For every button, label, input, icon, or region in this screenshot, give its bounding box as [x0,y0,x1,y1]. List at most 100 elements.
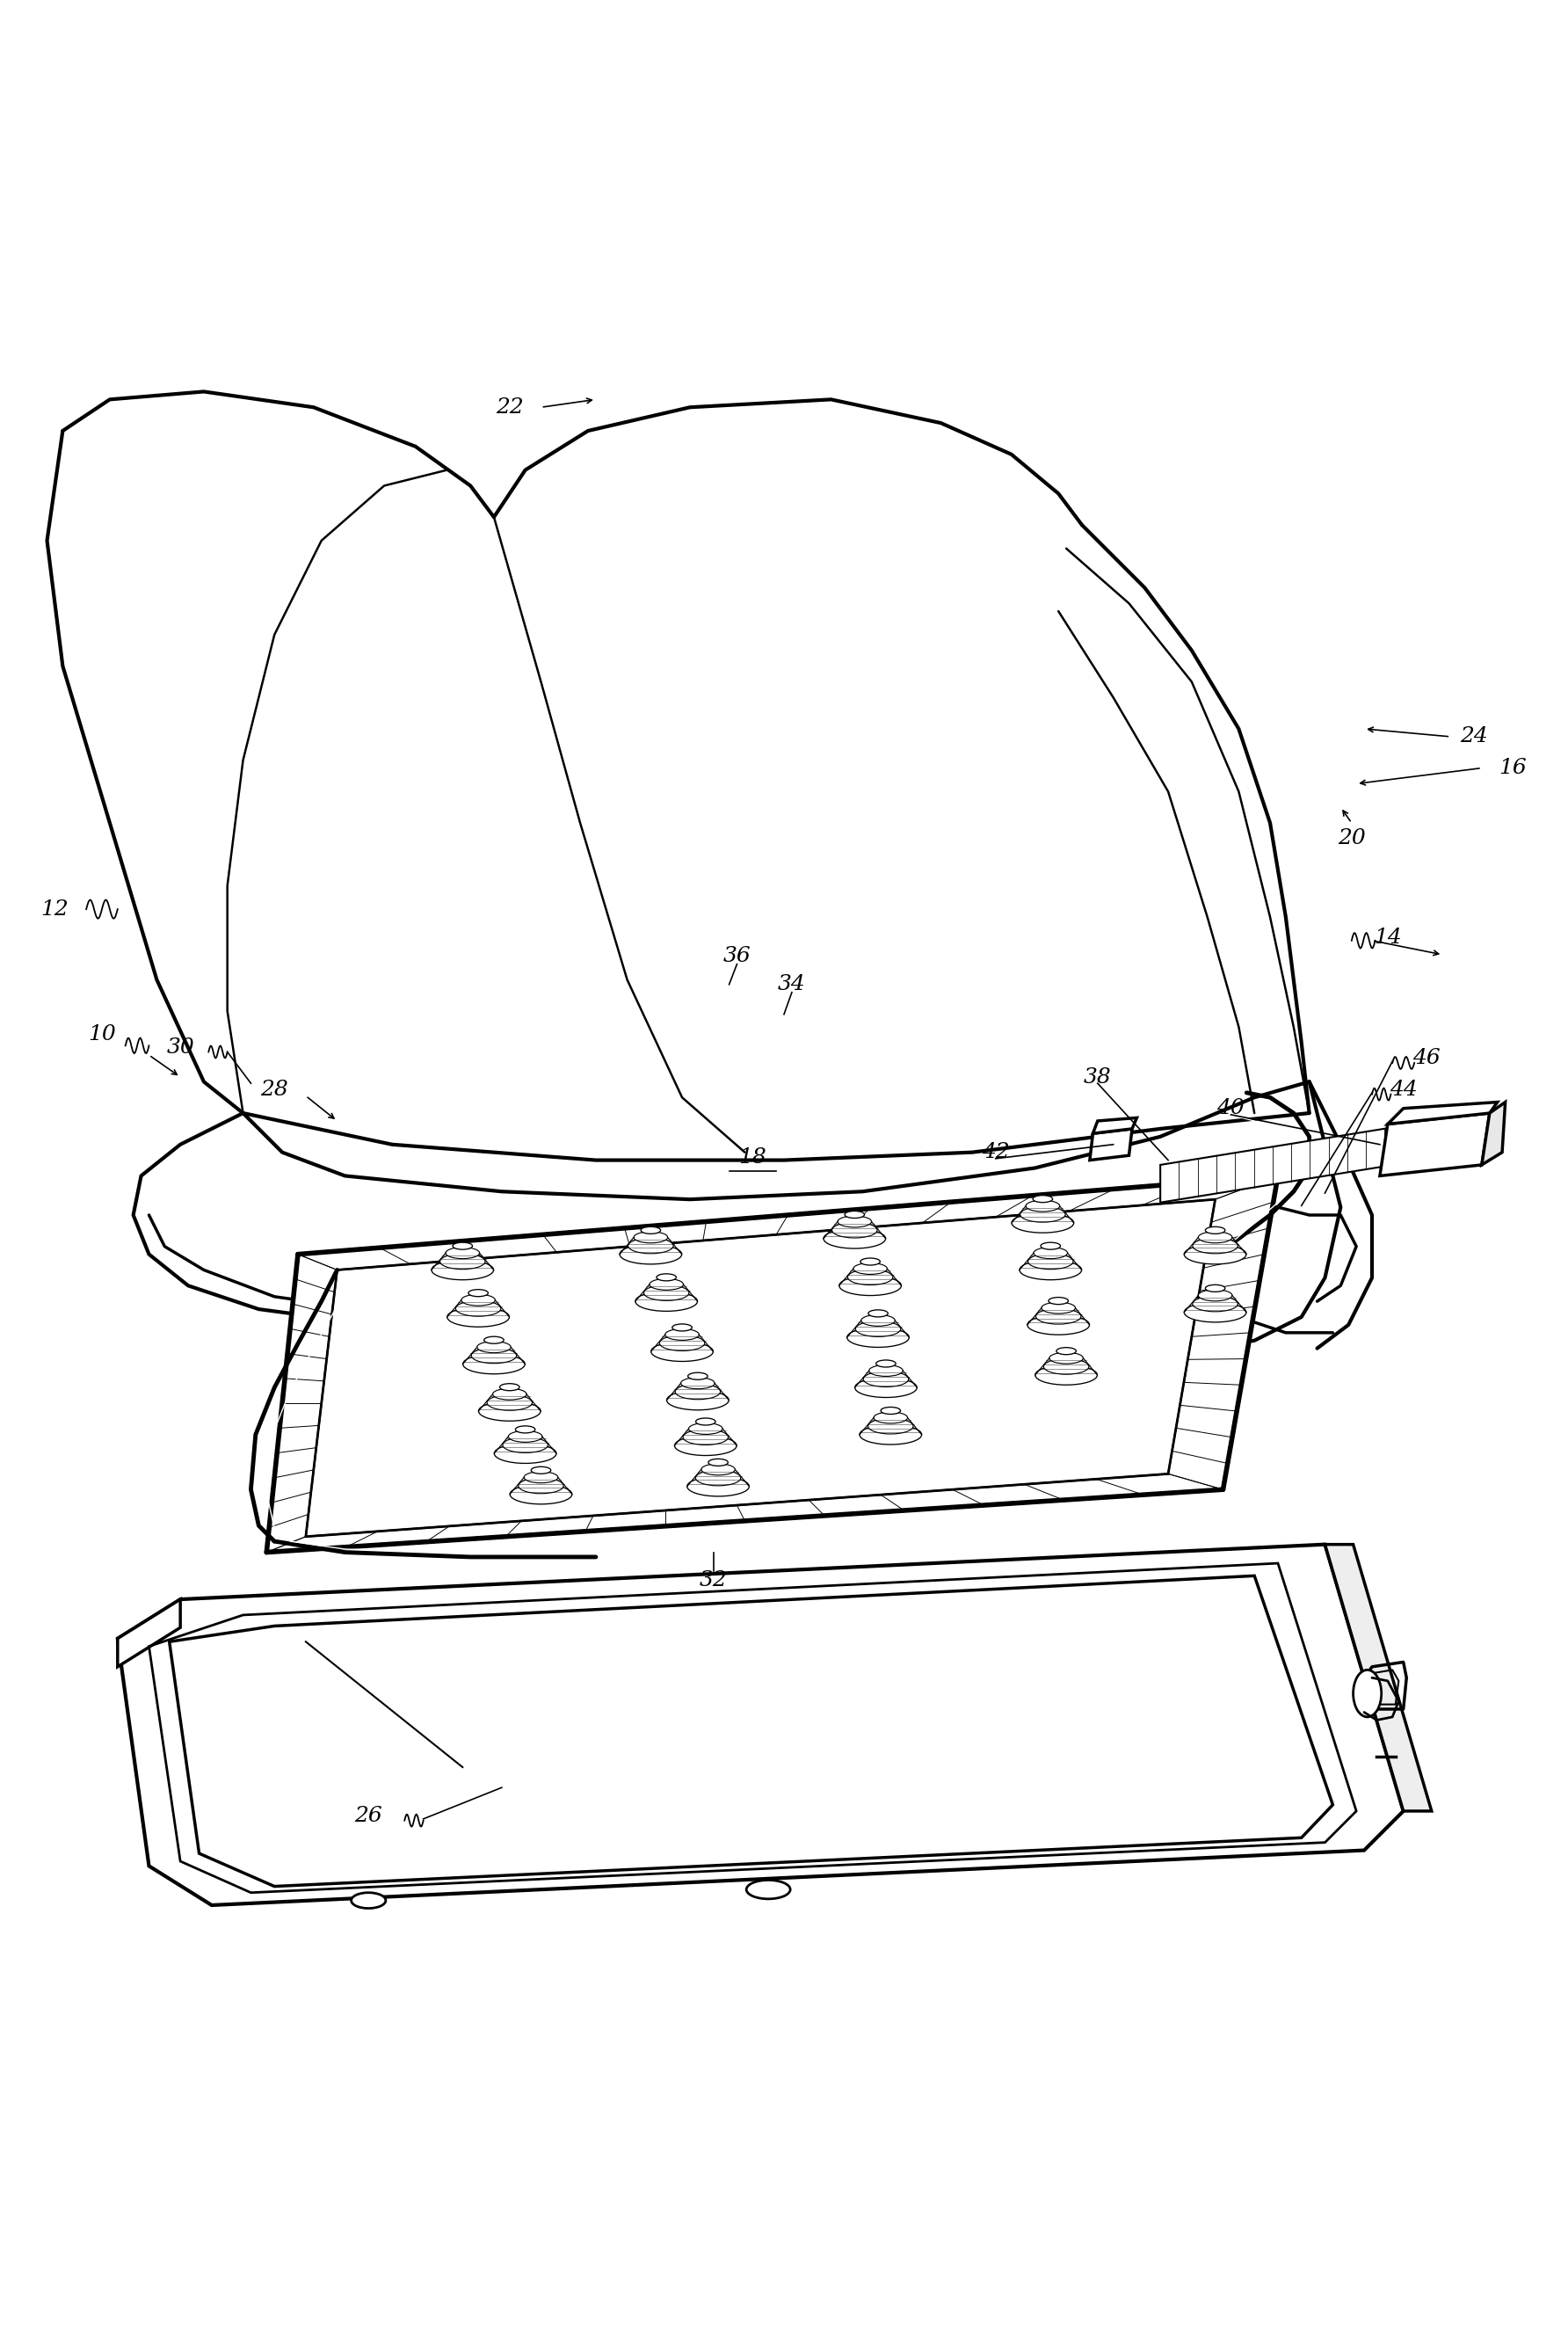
Text: 14: 14 [1374,927,1402,948]
Ellipse shape [684,1430,728,1446]
Ellipse shape [485,1336,503,1343]
Ellipse shape [508,1432,543,1441]
Ellipse shape [859,1425,922,1444]
Ellipse shape [651,1341,713,1362]
Ellipse shape [701,1465,735,1474]
Ellipse shape [503,1437,547,1453]
Ellipse shape [657,1273,676,1280]
Ellipse shape [431,1259,494,1280]
Text: 22: 22 [495,397,524,418]
Ellipse shape [649,1278,684,1289]
Ellipse shape [351,1892,386,1909]
Ellipse shape [445,1247,480,1259]
Ellipse shape [456,1301,500,1315]
Ellipse shape [447,1308,510,1327]
Ellipse shape [1184,1245,1247,1264]
Ellipse shape [519,1479,563,1493]
Ellipse shape [873,1411,908,1423]
Ellipse shape [1019,1259,1082,1280]
Text: 44: 44 [1389,1079,1417,1100]
Ellipse shape [1033,1196,1052,1203]
Text: 42: 42 [982,1142,1010,1163]
Ellipse shape [441,1254,485,1268]
Ellipse shape [869,1364,903,1376]
Ellipse shape [660,1336,704,1350]
Polygon shape [1093,1119,1137,1133]
Ellipse shape [644,1285,688,1301]
Ellipse shape [856,1322,900,1336]
Ellipse shape [1027,1315,1090,1334]
Ellipse shape [688,1423,723,1434]
Polygon shape [1388,1103,1497,1124]
Ellipse shape [1353,1670,1381,1717]
Text: 12: 12 [41,899,69,920]
Polygon shape [1380,1112,1490,1175]
Ellipse shape [1049,1296,1068,1303]
Ellipse shape [687,1476,750,1497]
Ellipse shape [494,1444,557,1462]
Ellipse shape [461,1294,495,1306]
Ellipse shape [666,1390,729,1411]
Polygon shape [1160,1126,1403,1203]
Ellipse shape [688,1374,707,1381]
Ellipse shape [1035,1364,1098,1385]
Ellipse shape [869,1310,887,1318]
Ellipse shape [1029,1254,1073,1268]
Text: 40: 40 [1217,1098,1245,1119]
Ellipse shape [1193,1296,1237,1310]
Ellipse shape [463,1355,525,1374]
Ellipse shape [1193,1238,1237,1254]
Ellipse shape [877,1360,895,1367]
Ellipse shape [864,1371,908,1388]
Text: 28: 28 [260,1079,289,1100]
Ellipse shape [855,1378,917,1397]
Ellipse shape [861,1259,880,1266]
Ellipse shape [837,1217,872,1226]
Ellipse shape [516,1425,535,1432]
Polygon shape [118,1600,180,1668]
Text: 24: 24 [1460,726,1488,748]
Ellipse shape [1057,1348,1076,1355]
Text: 26: 26 [354,1806,383,1827]
Text: 32: 32 [699,1570,728,1591]
Text: 46: 46 [1413,1049,1441,1068]
Ellipse shape [746,1880,790,1899]
Ellipse shape [665,1329,699,1341]
Ellipse shape [478,1402,541,1420]
Ellipse shape [1044,1360,1088,1374]
Polygon shape [1090,1128,1132,1161]
Ellipse shape [847,1327,909,1348]
Polygon shape [267,1175,1278,1553]
Ellipse shape [881,1406,900,1413]
Ellipse shape [823,1229,886,1247]
Ellipse shape [673,1325,691,1332]
Ellipse shape [709,1460,728,1467]
Ellipse shape [1036,1308,1080,1325]
Ellipse shape [676,1383,720,1399]
Text: 16: 16 [1499,757,1527,778]
Polygon shape [169,1577,1333,1887]
Ellipse shape [1198,1231,1232,1243]
Ellipse shape [869,1418,913,1434]
Ellipse shape [524,1472,558,1483]
Ellipse shape [696,1418,715,1425]
Ellipse shape [492,1388,527,1399]
Ellipse shape [1011,1212,1074,1233]
Text: 20: 20 [1338,829,1366,848]
Ellipse shape [477,1341,511,1353]
Ellipse shape [633,1231,668,1243]
Ellipse shape [1041,1243,1060,1250]
Ellipse shape [641,1226,660,1233]
Ellipse shape [1184,1303,1247,1322]
Polygon shape [1482,1103,1505,1166]
Polygon shape [1325,1544,1432,1810]
Ellipse shape [472,1348,516,1364]
Ellipse shape [853,1264,887,1275]
Ellipse shape [674,1437,737,1455]
Text: 30: 30 [166,1037,194,1058]
Ellipse shape [1041,1301,1076,1313]
Text: 18: 18 [739,1147,767,1168]
Ellipse shape [629,1238,673,1254]
Ellipse shape [453,1243,472,1250]
Ellipse shape [1021,1208,1065,1222]
